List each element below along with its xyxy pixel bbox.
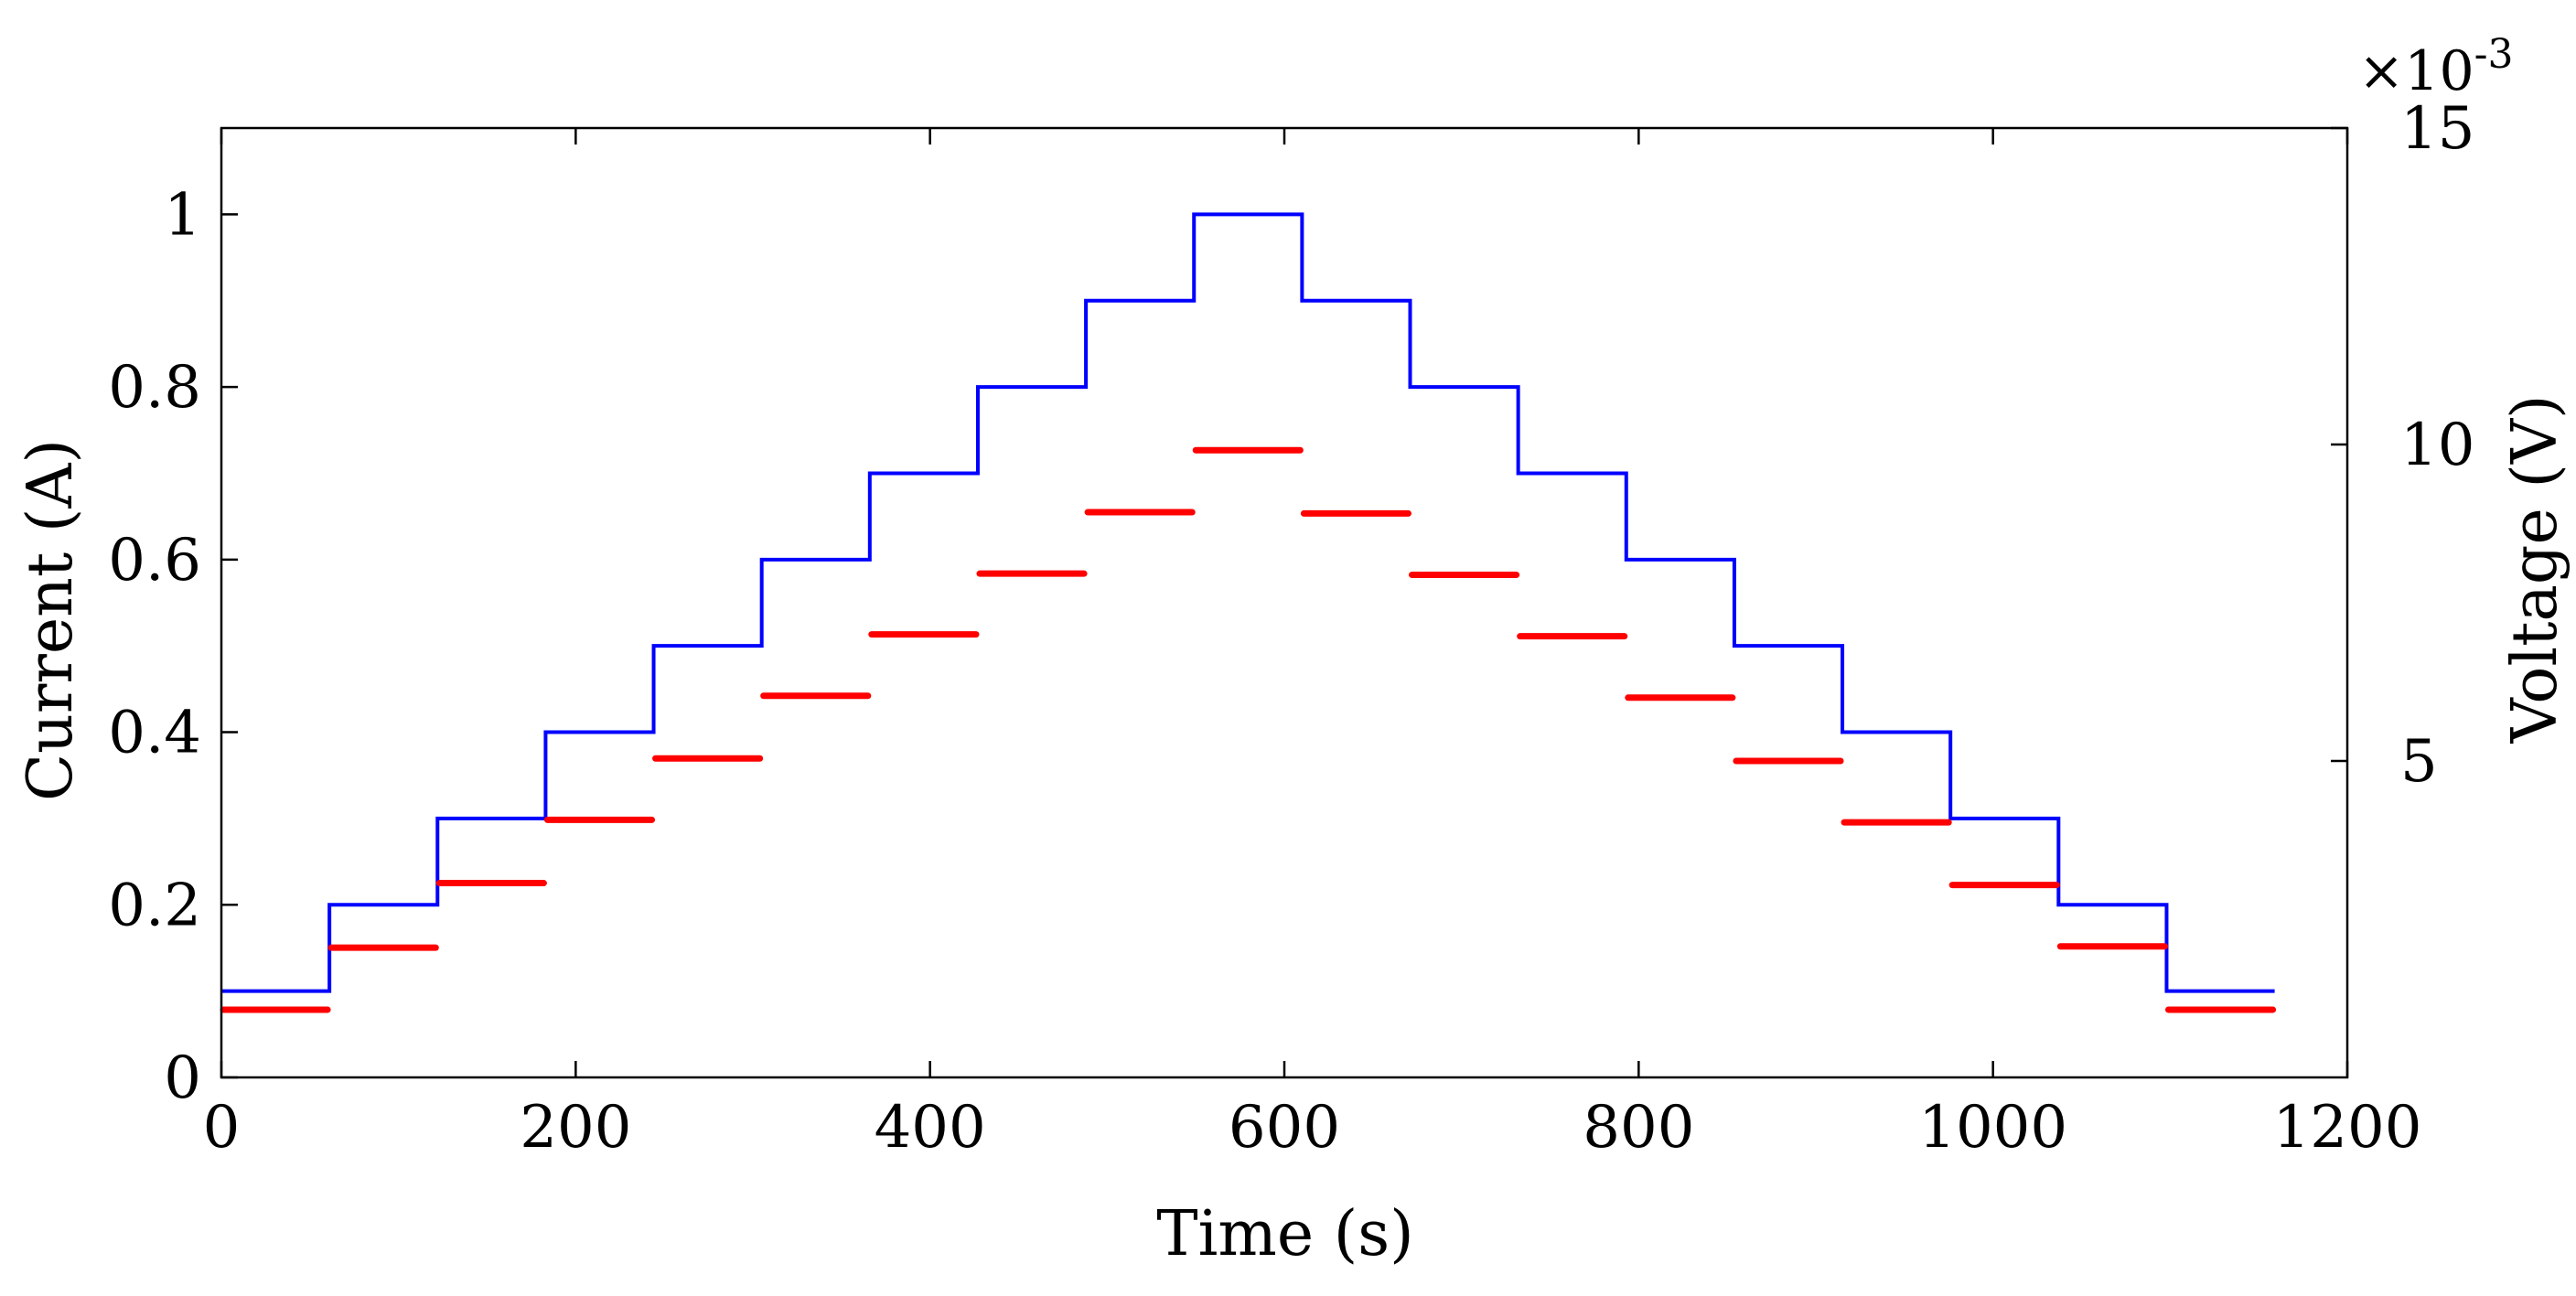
y-tick-label: 0.2	[108, 872, 201, 939]
y2-tick-label: 15	[2400, 95, 2474, 163]
x-tick-label: 200	[520, 1094, 631, 1162]
y2-ticks: 5 10 15	[2331, 95, 2474, 796]
y-tick-label: 0.6	[108, 527, 201, 594]
current-series-line	[221, 212, 2275, 993]
x-tick-label: 400	[875, 1094, 986, 1162]
x-tick-label: 800	[1583, 1094, 1694, 1162]
chart-marks	[220, 212, 2277, 1013]
y2-tick-label: 10	[2400, 412, 2474, 479]
plot-frame	[220, 126, 2349, 1079]
x-tick-label: 0	[203, 1094, 241, 1162]
x-axis-label: Time (s)	[1156, 1198, 1413, 1270]
y2-axis-label: Voltage (V)	[2499, 395, 2571, 744]
x-ticks: 0 200 400 600 800 1000 1200	[203, 128, 2422, 1162]
x-tick-label: 600	[1229, 1094, 1340, 1162]
x-tick-label: 1200	[2273, 1094, 2422, 1162]
y2-exponent-label: ×10-3	[2358, 31, 2514, 103]
y-tick-label: 1	[164, 181, 201, 249]
y-tick-label: 0.4	[108, 700, 201, 767]
x-tick-label: 1000	[1918, 1094, 2067, 1162]
y-tick-label: 0	[164, 1044, 201, 1112]
y-axis-label: Current (A)	[15, 439, 87, 801]
y-ticks: 0 0.2 0.4 0.6 0.8 1	[108, 181, 238, 1112]
svg-text:×10-3: ×10-3	[2358, 31, 2514, 103]
y-tick-label: 0.8	[108, 354, 201, 422]
y2-tick-label: 5	[2400, 728, 2438, 796]
